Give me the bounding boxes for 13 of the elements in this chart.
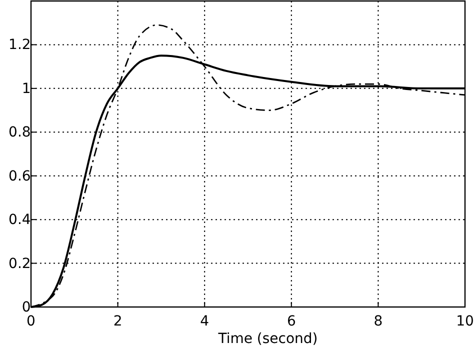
y-tick-label: 0.2 [8,256,31,272]
y-tick-label: 0.8 [8,124,31,141]
x-tick-label: 8 [374,313,383,330]
y-tick-label: 1.2 [8,37,31,54]
x-tick-label: 2 [113,313,122,330]
x-tick-label: 10 [456,313,474,330]
y-tick-label: 0.4 [8,212,31,228]
x-tick-label: 6 [286,313,296,330]
y-tick-label: 1 [22,80,31,97]
x-tick-label: 4 [200,313,210,330]
y-tick-label: 0.6 [8,168,31,184]
y-tick-label: 0 [22,299,31,316]
x-axis-title: Time (second) [217,331,318,347]
